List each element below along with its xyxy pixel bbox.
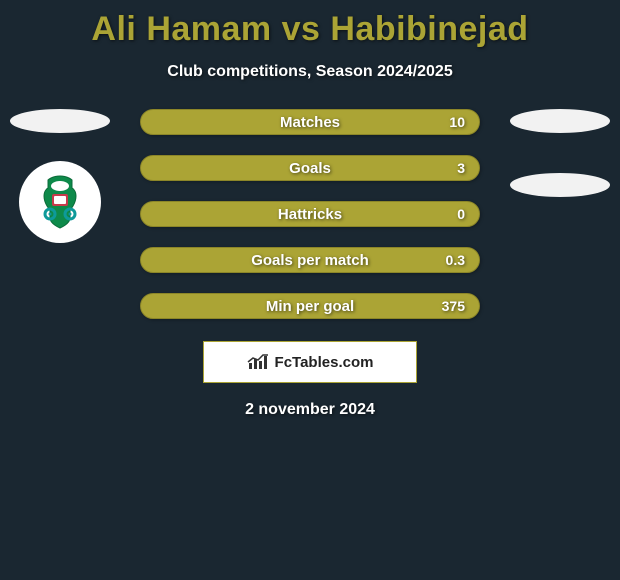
- stat-label: Min per goal: [266, 298, 354, 315]
- stat-bar: Matches 10: [140, 109, 480, 135]
- page-subtitle: Club competitions, Season 2024/2025: [0, 63, 620, 81]
- stat-bar: Min per goal 375: [140, 293, 480, 319]
- crest-icon: [28, 170, 92, 234]
- page-title: Ali Hamam vs Habibinejad: [0, 0, 620, 49]
- right-player-column: [500, 109, 620, 197]
- stat-bar: Goals per match 0.3: [140, 247, 480, 273]
- stat-bar: Hattricks 0: [140, 201, 480, 227]
- stat-value: 3: [457, 160, 465, 176]
- stat-label: Hattricks: [278, 206, 342, 223]
- chart-icon: [247, 353, 269, 371]
- date-text: 2 november 2024: [0, 401, 620, 419]
- stat-value: 0: [457, 206, 465, 222]
- stat-label: Goals: [289, 160, 331, 177]
- stat-label: Goals per match: [251, 252, 369, 269]
- attribution-badge[interactable]: FcTables.com: [203, 341, 417, 383]
- player-photo-placeholder-left: [10, 109, 110, 133]
- player-photo-placeholder-right-2: [510, 173, 610, 197]
- left-player-column: [0, 109, 120, 243]
- stat-label: Matches: [280, 114, 340, 131]
- stat-value: 0.3: [446, 252, 465, 268]
- club-crest-left: [19, 161, 101, 243]
- stat-value: 10: [449, 114, 465, 130]
- player-photo-placeholder-right-1: [510, 109, 610, 133]
- content-area: Matches 10 Goals 3 Hattricks 0 Goals per…: [0, 109, 620, 419]
- stat-value: 375: [442, 298, 465, 314]
- stat-bars: Matches 10 Goals 3 Hattricks 0 Goals per…: [140, 109, 480, 319]
- comparison-card: Ali Hamam vs Habibinejad Club competitio…: [0, 0, 620, 580]
- attribution-text: FcTables.com: [275, 354, 374, 371]
- stat-bar: Goals 3: [140, 155, 480, 181]
